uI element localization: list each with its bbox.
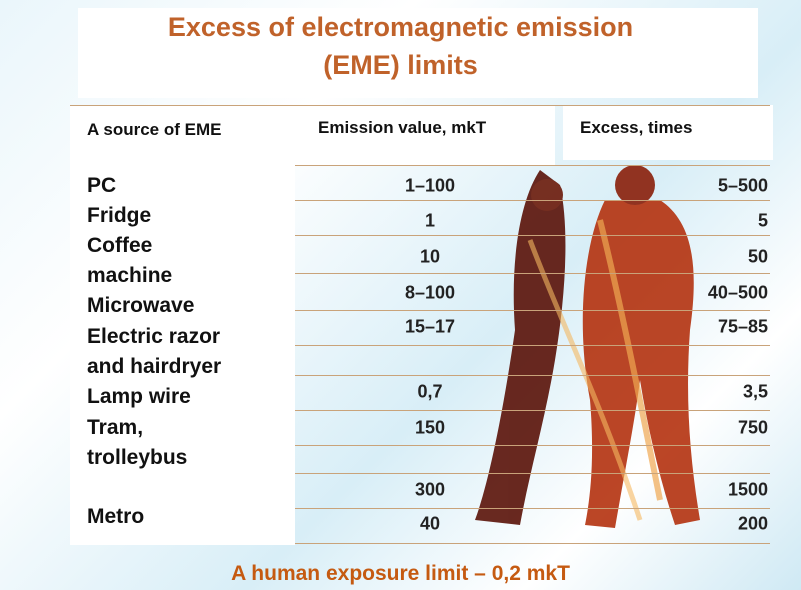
emission-value: 10 <box>340 247 520 268</box>
figure <box>531 179 563 211</box>
excess-value: 200 <box>738 514 768 535</box>
row-line <box>295 235 770 236</box>
source: Electric razor and hairdryer <box>87 322 262 382</box>
emission-value: 1 <box>340 211 520 232</box>
row-line <box>295 273 770 274</box>
emission-value: 8–100 <box>340 283 520 304</box>
row-line <box>295 165 770 166</box>
emission-value: 15–17 <box>340 317 520 338</box>
footer: A human exposure limit – 0,2 mkT <box>0 562 801 586</box>
figure <box>615 165 655 205</box>
excess-value: 5–500 <box>718 176 768 197</box>
source: Tram, trolleybus <box>87 413 207 473</box>
row-line <box>295 345 770 346</box>
emission-value: 1–100 <box>340 176 520 197</box>
column-header: Emission value, mkT <box>318 118 486 138</box>
source: Metro <box>87 502 267 532</box>
figure <box>583 200 700 528</box>
row-line <box>295 410 770 411</box>
row-line <box>295 200 770 201</box>
excess-value: 1500 <box>728 480 768 501</box>
column-header: A source of EME <box>87 120 221 140</box>
source: PC <box>87 171 267 201</box>
row-line <box>295 375 770 376</box>
row-line <box>295 445 770 446</box>
row-line <box>295 543 770 544</box>
excess-value: 75–85 <box>718 317 768 338</box>
row-line <box>295 473 770 474</box>
source: Lamp wire <box>87 382 267 412</box>
source: Microwave <box>87 291 267 321</box>
source: Coffee machine <box>87 231 197 291</box>
excess-value: 3,5 <box>743 382 768 403</box>
excess-value: 5 <box>758 211 768 232</box>
column-header: Excess, times <box>580 118 692 138</box>
emission-value: 40 <box>340 514 520 535</box>
excess-value: 50 <box>748 247 768 268</box>
row-line <box>295 508 770 509</box>
emission-value: 150 <box>340 418 520 439</box>
slide: Excess of electromagnetic emission (EME)… <box>0 0 801 590</box>
emission-value: 0,7 <box>340 382 520 403</box>
emission-value: 300 <box>340 480 520 501</box>
excess-value: 40–500 <box>708 283 768 304</box>
source: Fridge <box>87 201 267 231</box>
row-line <box>295 310 770 311</box>
row-line <box>70 105 770 106</box>
excess-value: 750 <box>738 418 768 439</box>
